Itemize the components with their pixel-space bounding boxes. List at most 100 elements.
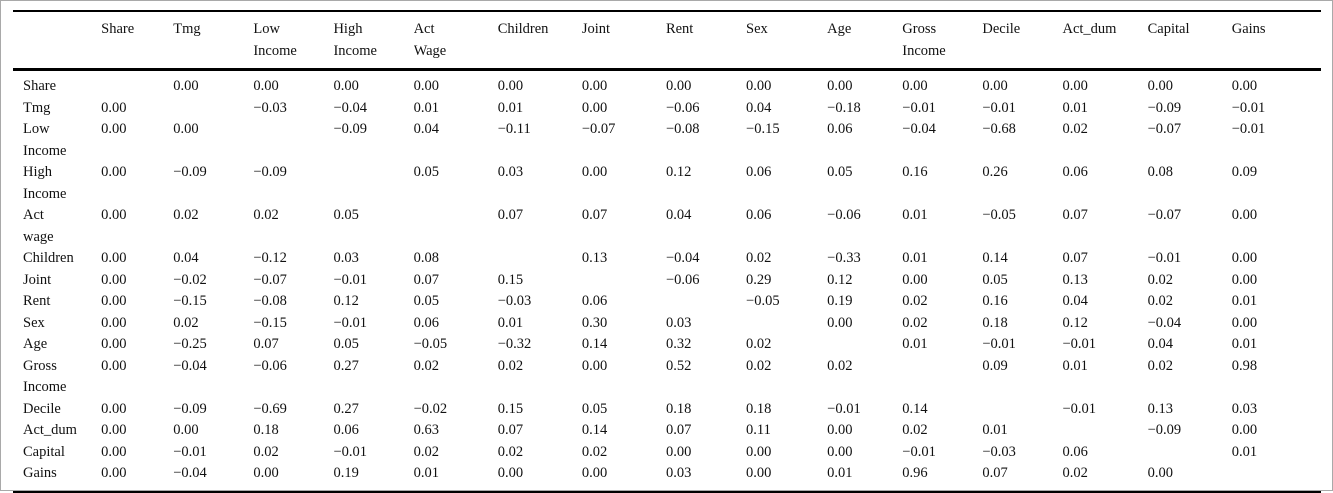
value-cell: 0.07 xyxy=(497,422,524,438)
row-label-capital: Capital xyxy=(13,442,101,464)
value-cell: 0.07 xyxy=(413,271,439,288)
value-cell: 0.01 xyxy=(497,314,524,331)
value-cell: 0.04 xyxy=(746,99,772,116)
diagonal-empty-cell xyxy=(902,356,982,399)
value-cell: 0.06 xyxy=(581,293,608,309)
value-cell: −0.01 xyxy=(173,443,207,460)
value-cell: −0.04 xyxy=(173,357,207,374)
value-cell: 0.02 xyxy=(1062,465,1088,481)
value-cell: −0.03 xyxy=(497,293,532,309)
column-header-children: Children xyxy=(498,11,582,70)
text-line: Children xyxy=(23,250,74,266)
text-line: Share xyxy=(101,21,135,37)
value-cell: 0.00 xyxy=(173,78,199,94)
diagonal-empty-cell xyxy=(1148,442,1232,464)
text-line: Gross xyxy=(902,21,937,37)
value-cell: 0.05 xyxy=(333,336,359,352)
value-cell: 0.00 xyxy=(827,443,853,460)
value-cell: 0.00 xyxy=(581,99,608,116)
value-cell: −0.01 xyxy=(1231,121,1266,137)
value-cell: −0.33 xyxy=(827,250,861,266)
table-header: Share Tmg Low Income High Income Act Wage Childr… xyxy=(13,11,1321,70)
value-cell: 0.01 xyxy=(497,99,524,116)
value-cell: −0.07 xyxy=(1147,207,1182,223)
diagonal-empty-cell xyxy=(498,248,582,270)
row-label-low-income: Low Income xyxy=(13,119,101,162)
value-cell: 0.00 xyxy=(101,271,127,288)
column-header-low-income: Low Income xyxy=(253,11,333,70)
value-cell: −0.01 xyxy=(333,314,368,331)
corner-cell xyxy=(13,11,101,70)
column-header-gross-income: Gross Income xyxy=(902,11,982,70)
text-line: wage xyxy=(23,228,54,245)
row-label-tmg: Tmg xyxy=(13,98,101,120)
value-cell: 0.02 xyxy=(413,357,439,374)
value-cell: 0.00 xyxy=(902,271,928,288)
text-line: Rent xyxy=(23,293,51,309)
value-cell: 0.11 xyxy=(746,422,771,438)
value-cell: 0.00 xyxy=(101,400,127,417)
value-cell: 0.00 xyxy=(665,78,692,94)
value-cell: −0.05 xyxy=(413,336,448,352)
value-cell: 0.06 xyxy=(1062,164,1088,180)
value-cell: 0.00 xyxy=(1231,422,1258,438)
value-cell: 0.09 xyxy=(982,357,1008,374)
row-label-act-dum: Act_dum xyxy=(13,420,101,442)
value-cell: 0.08 xyxy=(413,250,439,266)
value-cell: 0.96 xyxy=(902,465,928,481)
value-cell: 0.00 xyxy=(101,207,127,223)
text-line: Capital xyxy=(1147,21,1190,37)
value-cell: 0.00 xyxy=(581,164,608,180)
table-row-tmg: Tmg 0.00 −0.03 −0.04 0.01 0.01 0.00 −0.06 0.04 −0… xyxy=(13,98,1321,120)
value-cell: −0.09 xyxy=(333,121,368,137)
value-cell: 0.00 xyxy=(581,357,608,374)
text-line: Act_dum xyxy=(1062,21,1117,37)
text-line: High xyxy=(333,21,363,37)
value-cell: 0.00 xyxy=(333,78,359,94)
value-cell: 0.18 xyxy=(253,422,279,438)
value-cell: −0.07 xyxy=(253,271,287,288)
value-cell: 0.06 xyxy=(413,314,439,331)
value-cell: 0.01 xyxy=(902,250,928,266)
value-cell: −0.03 xyxy=(253,99,287,116)
value-cell: 0.29 xyxy=(746,271,772,288)
value-cell: 0.18 xyxy=(982,314,1008,331)
value-cell: −0.01 xyxy=(1147,250,1182,266)
text-line: Income xyxy=(23,185,67,202)
text-line: Income xyxy=(253,42,297,59)
value-cell: 0.02 xyxy=(827,357,853,374)
value-cell: −0.01 xyxy=(333,271,368,288)
value-cell: 0.07 xyxy=(982,465,1008,481)
value-cell: 0.03 xyxy=(1231,400,1258,417)
value-cell: 0.00 xyxy=(173,422,199,438)
value-cell: 0.30 xyxy=(581,314,608,331)
value-cell: 0.07 xyxy=(1062,250,1088,266)
value-cell: 0.03 xyxy=(497,164,524,180)
value-cell: 0.06 xyxy=(746,207,772,223)
value-cell: 0.01 xyxy=(827,465,853,481)
value-cell: 0.03 xyxy=(665,314,692,331)
value-cell: 0.02 xyxy=(1062,121,1088,137)
value-cell: 0.32 xyxy=(665,336,692,352)
value-cell: 0.02 xyxy=(581,443,608,460)
value-cell: 0.00 xyxy=(665,443,692,460)
value-cell: 0.02 xyxy=(497,357,524,374)
table-row-share: Share 0.00 0.00 0.00 0.00 0.00 0.00 0.00 0.00 0.0… xyxy=(13,70,1321,98)
value-cell: −0.69 xyxy=(253,400,287,417)
value-cell: 0.07 xyxy=(581,207,608,223)
table-row-gross-income: Gross Income 0.00 −0.04 −0.06 0.27 0.02 0.02 0.0… xyxy=(13,356,1321,399)
row-label-share: Share xyxy=(13,70,101,98)
value-cell: −0.03 xyxy=(982,443,1016,460)
value-cell: −0.01 xyxy=(902,443,936,460)
value-cell: 0.00 xyxy=(1231,207,1258,223)
text-line: Decile xyxy=(23,400,61,417)
text-line: Low xyxy=(23,121,50,137)
column-header-capital: Capital xyxy=(1148,11,1232,70)
value-cell: 0.01 xyxy=(1231,293,1258,309)
correlation-matrix-table: Share Tmg Low Income High Income Act Wage Childr… xyxy=(13,10,1321,493)
text-line: Decile xyxy=(982,21,1021,37)
value-cell: 0.05 xyxy=(413,164,439,180)
table-row-high-income: High Income 0.00 −0.09 −0.09 0.05 0.03 0.00 0.12… xyxy=(13,162,1321,205)
header-row: Share Tmg Low Income High Income Act Wage Childr… xyxy=(13,11,1321,70)
value-cell: −0.18 xyxy=(827,99,861,116)
